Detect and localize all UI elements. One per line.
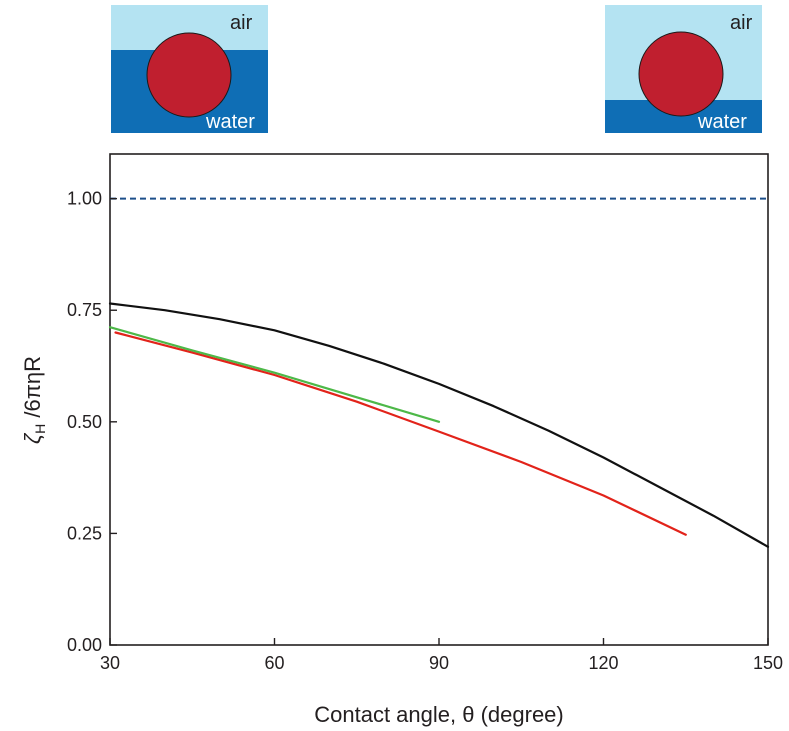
tick-layer: 30 60 90 120 150 0.00 0.25 0.50 0.75 1.00 [67,189,783,673]
inset-right: air water [605,5,762,133]
x-tick-label: 120 [588,653,618,673]
inset-right-particle [638,31,724,117]
y-axis-title-rest: /6πηR [20,356,45,424]
y-tick-label: 0.25 [67,523,102,543]
plot-frame [109,153,769,646]
inset-right-water-label: water [697,111,747,133]
y-tick-label: 0.00 [67,635,102,655]
inset-left-air-label: air [230,12,253,34]
x-tick-label: 30 [100,653,120,673]
y-tick-label: 1.00 [67,189,102,209]
y-axis-title: ζH /6πηR [20,356,48,444]
inset-left: air water [111,5,268,133]
y-axis-title-subscript: H [32,424,48,434]
x-tick-label: 60 [264,653,284,673]
series-line-2 [114,331,687,536]
series-layer [108,302,770,548]
inset-right-air-label: air [730,12,753,34]
inset-left-particle [146,32,232,118]
y-axis-title-symbol: ζ [20,432,45,444]
x-tick-label: 90 [429,653,449,673]
series-line-1 [108,302,770,548]
x-axis-title: Contact angle, θ (degree) [314,702,564,727]
series-line-3 [108,326,441,423]
y-tick-label: 0.75 [67,300,102,320]
inset-left-water-label: water [205,111,255,133]
y-tick-label: 0.50 [67,412,102,432]
x-tick-label: 150 [753,653,783,673]
